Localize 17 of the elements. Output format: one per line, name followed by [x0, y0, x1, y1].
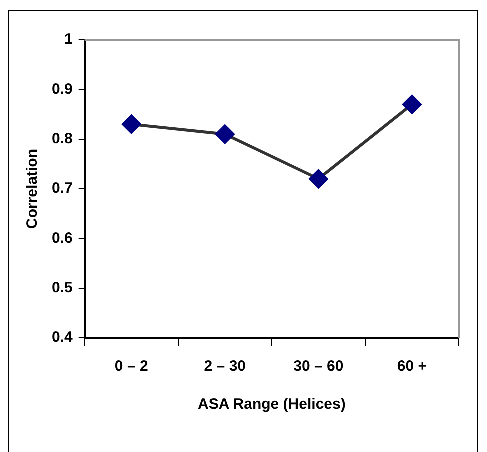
point	[402, 95, 422, 114]
y-tick-label: 0.6	[52, 230, 73, 247]
y-tick-label: 0.7	[52, 180, 73, 198]
y-tick-label: 0.8	[52, 130, 73, 148]
y-tick-label: 0.5	[52, 279, 73, 296]
y-tick-label: 0.9	[52, 80, 73, 98]
x-tick-label: 2 – 30	[204, 358, 246, 376]
point	[216, 124, 235, 144]
point	[309, 170, 328, 189]
y-axis-title: Correlation	[24, 148, 42, 230]
x-tick-label: 0 – 2	[114, 358, 148, 376]
y-tick-label: 0.4	[52, 329, 74, 346]
x-tick-label: 60 +	[397, 358, 428, 376]
point	[122, 114, 142, 134]
x-tick-label: 30 – 60	[294, 358, 344, 376]
y-tick-label: 1	[64, 31, 73, 48]
x-axis-title: ASA Range (Helices)	[198, 396, 346, 414]
